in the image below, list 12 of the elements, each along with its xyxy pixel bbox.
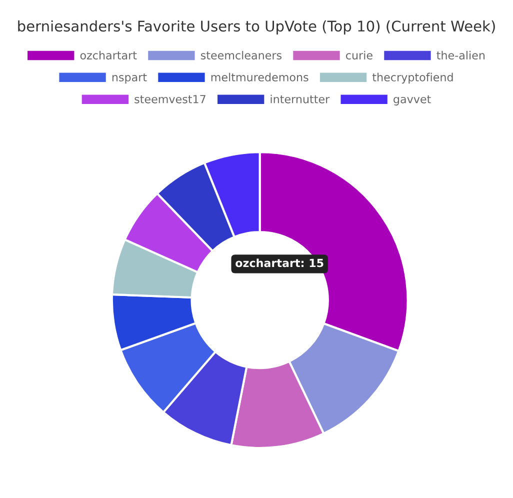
legend-label: the-alien: [436, 50, 485, 60]
legend-label: meltmuredemons: [211, 72, 308, 82]
legend-label: ozchartart: [80, 50, 137, 60]
chart-title: berniesanders's Favorite Users to UpVote (Top 10) (Current Week): [18, 20, 495, 34]
legend-label: thecryptofiend: [372, 72, 453, 84]
legend-label: steemvest17: [134, 95, 206, 104]
legend-label: internutter: [270, 94, 330, 104]
legend-label: gavvet: [394, 95, 431, 106]
legend-label: curie: [346, 50, 372, 60]
legend-label: nspart: [112, 73, 147, 84]
legend-label: steemcleaners: [200, 50, 282, 60]
text: ozchartart: 15: [236, 258, 324, 268]
